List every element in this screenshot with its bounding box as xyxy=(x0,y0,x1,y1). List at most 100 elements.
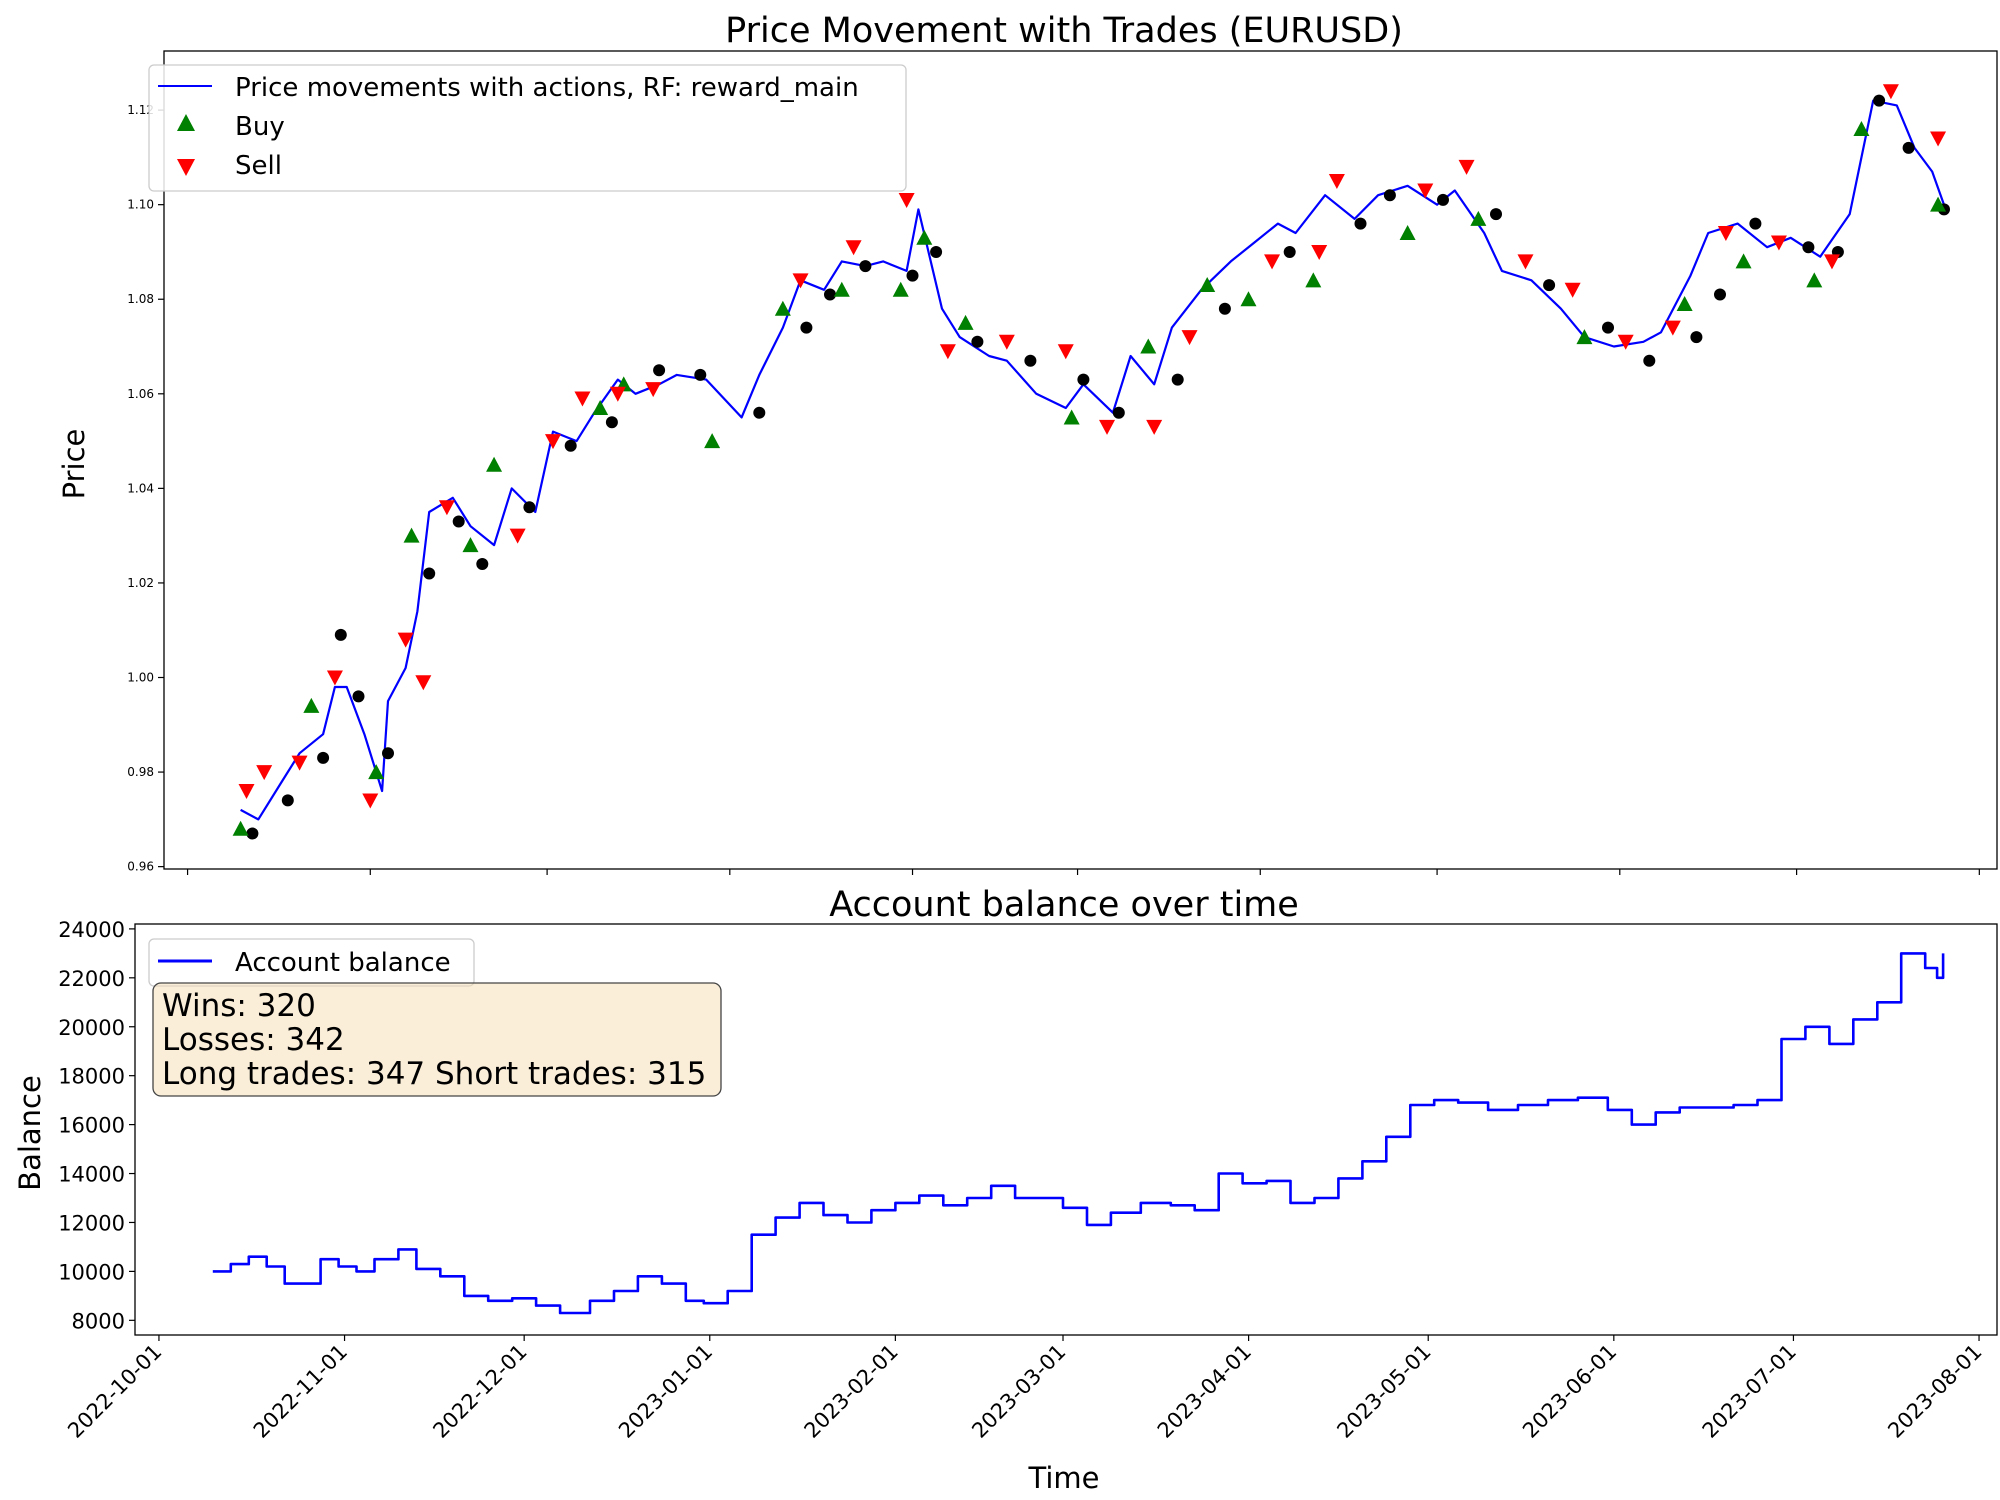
sell-marker-point xyxy=(1311,244,1328,260)
sell-marker-point xyxy=(898,192,915,208)
buy-marker-point xyxy=(833,281,850,297)
balance-y-ticks: 8000 10000 12000 14000 16000 18000 20000 22000 2… xyxy=(58,918,135,1333)
exit-marker-point xyxy=(452,515,465,528)
balance-y-tick-label: 12000 xyxy=(58,1211,125,1235)
exit-marker-point xyxy=(317,751,330,764)
sell-marker-point xyxy=(1264,254,1281,270)
balance-chart-title: Account balance over time xyxy=(829,885,1299,925)
price-legend-label-sell: Sell xyxy=(235,151,282,181)
sell-marker-point xyxy=(1099,419,1116,435)
balance-y-tick-label: 10000 xyxy=(58,1260,125,1284)
price-y-tick-label: 1.12 xyxy=(127,103,154,117)
price-y-ticks: 0.96 0.98 1.00 1.02 1.04 1.06 1.08 1.10 1.12 xyxy=(127,103,164,874)
sell-marker-point xyxy=(1417,183,1434,199)
sell-marker-point xyxy=(238,783,255,799)
sell-marker-point xyxy=(1564,282,1581,298)
long-short-trades: Long trades: 347 Short trades: 315 xyxy=(162,1056,706,1092)
price-y-axis-label: Price xyxy=(57,429,91,500)
sell-marker-point xyxy=(509,528,526,544)
price-y-tick-label: 0.98 xyxy=(127,765,154,779)
price-legend-box xyxy=(148,64,907,192)
sell-marker-point xyxy=(1181,330,1198,346)
sell-marker-point xyxy=(845,240,862,256)
price-y-tick-label: 1.08 xyxy=(127,292,154,306)
balance-plot-area xyxy=(212,952,1945,1315)
buy-marker-point xyxy=(1470,210,1487,226)
buy-marker-point xyxy=(1305,272,1322,288)
buy-marker-point xyxy=(1853,121,1870,137)
buy-marker-point xyxy=(368,764,385,780)
buy-marker-point xyxy=(1930,196,1947,212)
buy-marker-point xyxy=(1240,291,1257,307)
exit-marker-point xyxy=(1437,193,1449,206)
sell-marker-point xyxy=(544,434,561,450)
exit-marker-point xyxy=(1171,373,1184,386)
exit-marker-point xyxy=(605,416,618,429)
sell-marker-point xyxy=(1930,131,1947,147)
exit-marker-point xyxy=(824,288,836,301)
sell-marker-point xyxy=(645,382,662,398)
buy-marker-point xyxy=(1063,409,1080,425)
sell-marker-point xyxy=(574,391,591,407)
legend-sell-triangle-icon xyxy=(177,159,195,176)
price-legend-label-buy: Buy xyxy=(235,112,285,142)
price-plot-frame xyxy=(163,50,1998,870)
sell-marker-point xyxy=(397,632,414,648)
buy-marker-point xyxy=(704,433,721,449)
sell-marker-point xyxy=(1458,159,1475,175)
buy-marker-point xyxy=(1399,225,1416,241)
balance-y-tick-label: 18000 xyxy=(58,1065,125,1089)
buy-marker-point xyxy=(232,820,249,836)
sell-marker-point xyxy=(1717,226,1734,242)
balance-y-tick-label: 14000 xyxy=(58,1163,125,1187)
exit-marker-point xyxy=(906,269,919,282)
exit-marker-point xyxy=(476,558,489,570)
sell-marker-point xyxy=(291,755,308,771)
exit-marker-point xyxy=(423,567,436,580)
balance-y-tick-label: 24000 xyxy=(58,918,125,942)
balance-y-tick-label: 16000 xyxy=(58,1114,125,1138)
exit-marker-point xyxy=(1112,406,1125,419)
sell-marker-point xyxy=(1328,174,1345,190)
price-y-tick-label: 1.02 xyxy=(127,576,154,590)
buy-marker-point xyxy=(957,314,974,330)
price-y-tick-label: 1.04 xyxy=(127,481,154,495)
exit-marker-point xyxy=(1714,288,1726,301)
sell-marker-point xyxy=(609,386,626,402)
buy-marker-point xyxy=(486,456,503,472)
losses-count: Losses: 342 xyxy=(162,1022,345,1058)
exit-marker-point xyxy=(246,827,259,840)
balance-legend: Account balance xyxy=(148,938,475,987)
exit-marker-point xyxy=(1218,302,1231,315)
trade-stats-background xyxy=(152,982,722,1097)
sell-marker-point xyxy=(1617,334,1634,350)
exit-marker-point xyxy=(281,794,294,807)
exit-marker-point xyxy=(523,501,536,514)
balance-legend-label: Account balance xyxy=(235,948,451,978)
exit-marker-point xyxy=(1283,246,1296,258)
exit-marker-point xyxy=(753,406,766,419)
buy-marker-point xyxy=(303,697,320,713)
buy-marker-point xyxy=(1676,295,1693,311)
buy-marker-point xyxy=(1735,253,1752,269)
exit-marker-point xyxy=(1802,241,1815,254)
legend-buy-triangle-icon xyxy=(177,114,195,131)
exit-marker-point xyxy=(1077,373,1090,386)
buy-marker-point xyxy=(1806,272,1823,288)
sell-marker-point xyxy=(1823,254,1840,270)
sell-marker-point xyxy=(438,500,455,516)
balance-y-tick-label: 8000 xyxy=(72,1309,125,1333)
exit-marker-point xyxy=(334,628,347,641)
exit-marker-point xyxy=(653,364,666,377)
buy-marker-point xyxy=(892,281,909,297)
sell-marker-point xyxy=(415,675,432,691)
sell-marker-point xyxy=(1770,235,1787,251)
exit-marker-point xyxy=(1490,208,1502,221)
buy-marker-point xyxy=(592,399,609,415)
sell-marker-point xyxy=(256,765,273,781)
price-chart-title: Price Movement with Trades (EURUSD) xyxy=(725,11,1403,51)
price-plot-area xyxy=(232,84,1950,840)
price-chart: Price Movement with Trades (EURUSD) Pric… xyxy=(57,11,1998,875)
